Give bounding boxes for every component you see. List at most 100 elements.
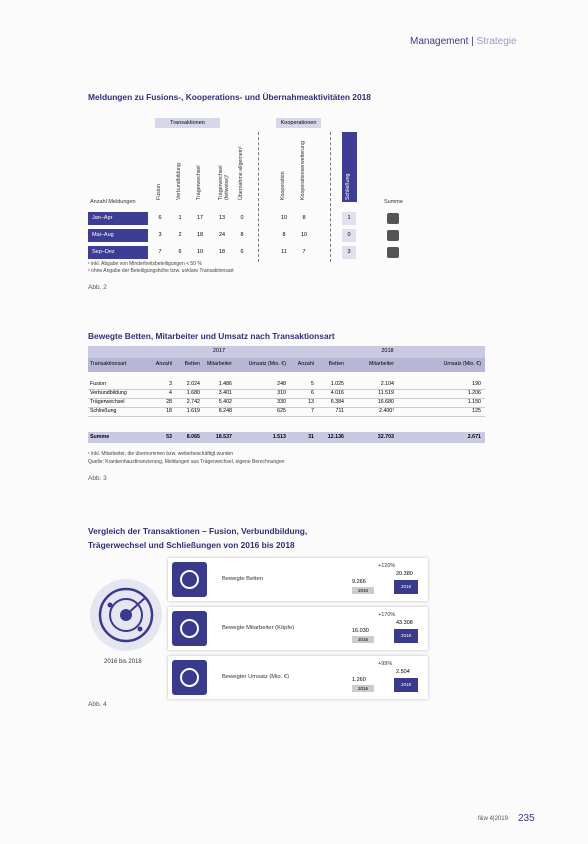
cell: Schließung [90,408,117,414]
cell: 1.680 [186,390,200,396]
cell: 248 [277,381,286,387]
page-number: 235 [518,813,535,824]
cell: 1 [342,212,356,225]
cell: 2.024 [186,381,200,387]
cell: 2 [178,232,182,238]
column-header: Betten [184,361,200,367]
row-line [88,416,485,417]
cell: Summe [90,434,110,440]
year-2016: 2016 [352,685,374,692]
period: 2016 bis 2018 [104,659,142,665]
column-header: Anzahl [297,361,314,367]
card-icon-glyph [180,570,199,589]
cell: 8 [282,232,286,238]
cell: 7 [158,249,162,255]
cell: 6 [240,249,244,255]
value-2016: 16.030 [352,628,369,634]
card-label: Bewegter Umsatz (Mio. €) [222,674,290,680]
column-header: Transaktionsart [90,361,127,367]
column-header: Trägerwechsel (teilweise)¹ [218,165,230,200]
year: 2017 [212,348,226,354]
value-2018: 43.308 [396,620,413,626]
cell: 125 [472,408,481,414]
cell: 10 [196,249,204,255]
cell: 13 [308,399,314,405]
cell: 1.025 [330,381,344,387]
row-line [88,398,485,399]
column-header: Kooperation [280,171,286,200]
note: ² ohne Angabe der Beteiligungshöhe bzw. … [88,268,234,274]
row-line [88,407,485,408]
cell: 10 [280,215,288,221]
change: +170% [378,612,396,618]
value-2016: 1.260 [352,677,366,683]
sum-header: Summe [384,199,403,205]
cell: 18 [166,408,172,414]
cell: 24 [218,232,226,238]
cell: 8 [240,232,244,238]
year-2018: 2018 [394,580,418,594]
publication: f&w 4|2019 [478,816,508,822]
cell: 2.742 [186,399,200,405]
caption: Abb. 3 [88,475,107,482]
column-header: Betten [328,361,344,367]
row-label: Sep–Dez [88,246,148,259]
card [168,607,428,650]
divider [258,132,259,262]
cell: 330 [277,399,286,405]
cell: 16.680 [377,399,394,405]
cell: 1.513 [272,434,286,440]
cell: 11.519 [378,390,394,396]
value-2018: 20.380 [396,571,413,577]
figure-title: Trägerwechsel und Schließungen von 2016 … [88,540,295,550]
cell: 3.401 [218,390,232,396]
subsection: Strategie [476,36,517,47]
cell: 18 [218,249,226,255]
figure-title: Vergleich der Transaktionen – Fusion, Ve… [88,526,308,536]
cell: 0 [240,215,244,221]
cell: Trägerwechsel [90,399,125,405]
column-header: Mitarbeiter [368,361,394,367]
sum-icon [387,213,399,224]
column-header: Kooperationserweiterung [300,141,306,200]
value-2018: 2.504 [396,669,410,675]
figure-title: Meldungen zu Fusions-, Kooperations- und… [88,92,371,102]
column-header: Anzahl [155,361,172,367]
value-2016: 9.266 [352,579,366,585]
cell: 17 [196,215,204,221]
row-header: Anzahl Meldungen [90,199,136,205]
cell: 625 [277,408,286,414]
column-header: Schließung [345,173,351,201]
year-2016: 2016 [352,587,374,594]
row-line [88,389,485,390]
cell: 10 [300,232,308,238]
year-2018: 2018 [394,629,418,643]
cell: Verbundbildung [90,390,127,396]
note: ¹ inkl. Mitarbeiter, die übernommen bzw.… [88,451,234,457]
column-header: Verbundbildung [176,163,182,200]
note: Quelle: Krankenhausfinanzierung, Meldung… [88,459,285,465]
row-label: Mai–Aug [88,229,148,242]
figure-title: Bewegte Betten, Mitarbeiter und Umsatz n… [88,331,335,341]
cell: 13 [218,215,226,221]
cell: 12.136 [327,434,344,440]
divider [330,132,331,262]
cell: 32.703 [377,434,394,440]
cell: 3 [169,381,172,387]
cell: 6 [178,249,182,255]
cell: 7 [311,408,314,414]
cell: 1.150 [467,399,481,405]
cell: 18 [196,232,204,238]
cell: 2.400¹ [378,408,394,414]
card-label: Bewegte Betten [222,576,263,582]
sum-icon [387,230,399,241]
sum-icon [387,247,399,258]
cell: 1.486 [218,381,232,387]
card-icon-glyph [180,668,199,687]
group-label: Kooperationen [276,118,321,128]
cell: 6.384 [330,399,344,405]
cell: 4.016 [330,390,344,396]
cell: 6 [311,390,314,396]
card-label: Bewegte Mitarbeiter (Köpfe) [222,625,295,631]
